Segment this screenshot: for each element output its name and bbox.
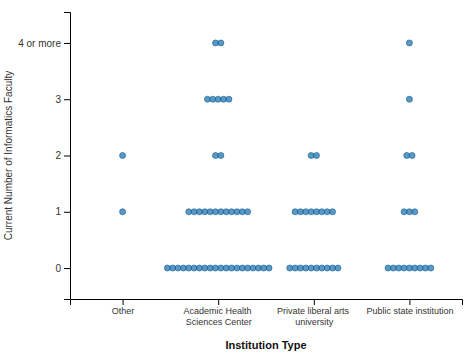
x-axis-line (71, 300, 463, 306)
x-tick-mark (409, 299, 410, 305)
y-tick-mark (64, 99, 70, 100)
dot (266, 265, 272, 271)
y-tick-label: 0 (55, 263, 61, 274)
x-tick-label-line: Sciences Center (186, 317, 252, 327)
y-tick-mark (64, 212, 70, 213)
x-tick-label-line: Other (112, 306, 135, 316)
y-tick: 3 (55, 94, 70, 105)
dot (226, 96, 232, 102)
y-tick: 1 (55, 206, 70, 217)
chart: 0 1 2 3 4 or more Other Academic Health Scienc… (0, 0, 474, 357)
dot (120, 153, 126, 159)
x-tick: Academic Health Sciences Center (183, 299, 254, 327)
dots (120, 40, 434, 271)
dot (406, 96, 412, 102)
dot (330, 209, 336, 215)
y-tick-label: 1 (55, 206, 61, 217)
y-tick-label: 3 (55, 94, 61, 105)
y-axis-title: Current Number of Informatics Faculty (3, 71, 14, 241)
x-tick-label-line: Academic Health (183, 306, 254, 316)
dot (412, 209, 418, 215)
x-tick-mark (314, 299, 315, 305)
y-axis-line (64, 13, 71, 300)
x-axis: Other Academic Health Sciences Center Priv… (71, 299, 463, 327)
y-tick-mark (64, 156, 70, 157)
dot (120, 209, 126, 215)
x-tick-label: Private liberal arts university (277, 306, 352, 326)
y-tick: 0 (55, 263, 70, 274)
x-tick: Private liberal arts university (277, 299, 352, 327)
dot (335, 265, 341, 271)
x-tick-label: Public state institution (366, 306, 453, 316)
x-tick-label-line: Public state institution (366, 306, 453, 316)
dot (409, 153, 415, 159)
dot (428, 265, 434, 271)
x-tick-label: Academic Health Sciences Center (183, 306, 254, 326)
dot (218, 40, 224, 46)
plot: 0 1 2 3 4 or more Other Academic Health Scienc… (18, 13, 462, 327)
y-tick: 4 or more (18, 38, 70, 49)
dot (218, 153, 224, 159)
y-tick-mark (64, 268, 70, 269)
y-tick-mark (64, 43, 70, 44)
y-axis: 0 1 2 3 4 or more (18, 13, 70, 300)
y-tick-label: 4 or more (18, 38, 61, 49)
dot (245, 209, 251, 215)
dot (406, 40, 412, 46)
x-axis-title: Institution Type (225, 339, 306, 351)
x-tick-label-line: university (295, 317, 334, 327)
x-tick-mark (123, 299, 124, 305)
x-tick: Public state institution (366, 299, 453, 316)
x-tick: Other (112, 299, 135, 316)
x-tick-mark (218, 299, 219, 305)
x-tick-label-line: Private liberal arts (277, 306, 352, 316)
x-tick-label: Other (112, 306, 135, 316)
dot (313, 153, 319, 159)
y-tick-label: 2 (55, 150, 61, 161)
y-tick: 2 (55, 150, 70, 161)
